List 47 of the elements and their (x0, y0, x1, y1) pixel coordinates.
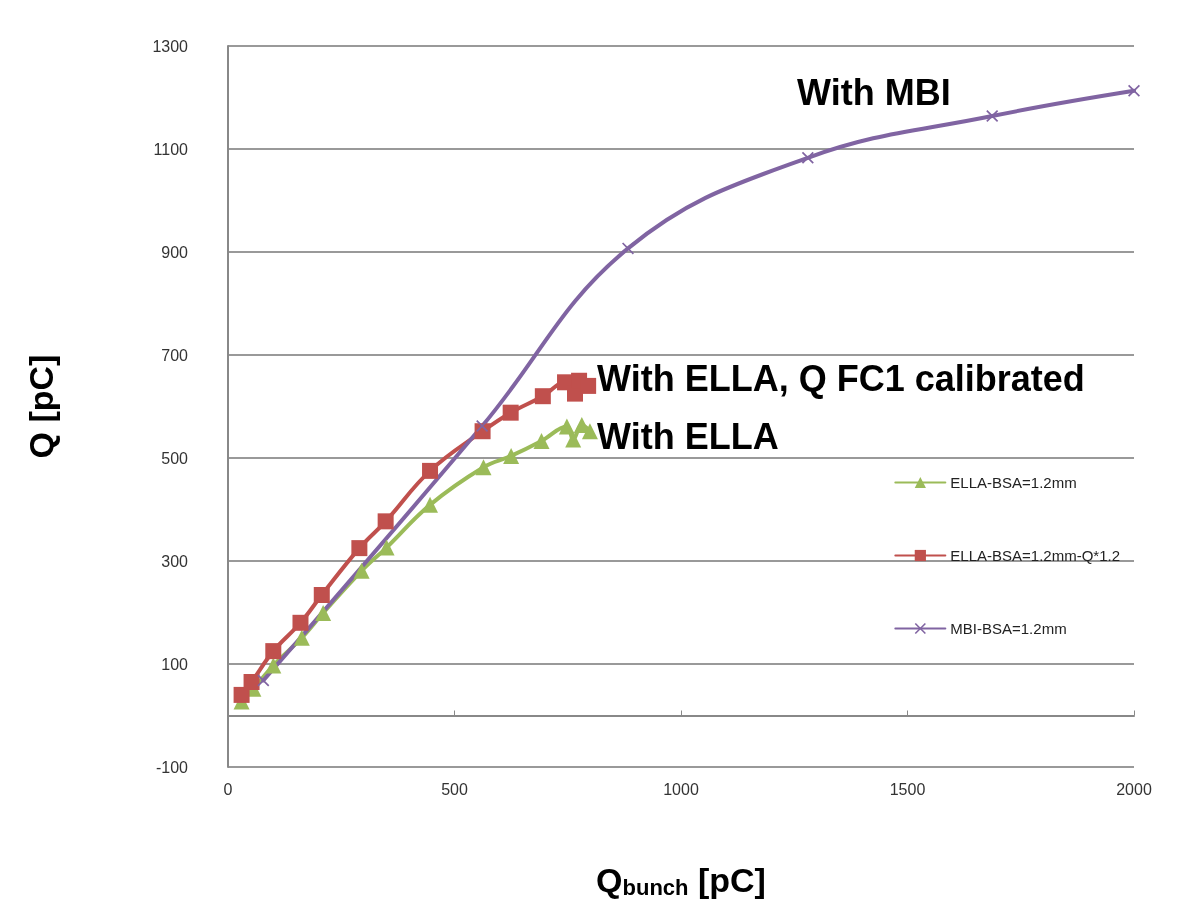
point (565, 431, 582, 448)
annotation: With ELLA (597, 415, 779, 457)
point (313, 586, 330, 603)
point (503, 447, 520, 464)
point (558, 418, 575, 435)
y-tick-label: 500 (161, 449, 189, 467)
legend-label: ELLA-BSA=1.2mm (950, 474, 1077, 491)
y-tick-label: 100 (161, 655, 189, 673)
y-tick-label: -100 (155, 758, 189, 776)
legend-label: ELLA-BSA=1.2mm-Q*1.2 (950, 547, 1121, 564)
y-tick-label: 300 (161, 552, 189, 570)
point (378, 539, 395, 556)
point (533, 433, 550, 450)
point (257, 674, 270, 687)
point (265, 643, 282, 660)
x-tick-label: 1500 (889, 780, 926, 798)
point (475, 459, 492, 476)
y-tick-label: 700 (161, 346, 189, 364)
x-axis-title: Qbunch [pC] (596, 861, 766, 900)
legend-label: MBI-BSA=1.2mm (950, 620, 1067, 637)
point (422, 496, 439, 513)
x-tick-label: 0 (223, 780, 233, 798)
point (534, 388, 551, 405)
y-axis-title: Q [pC] (22, 354, 60, 459)
y-tick-label: 1100 (153, 140, 189, 158)
point (293, 629, 310, 646)
point (581, 423, 598, 440)
point (986, 110, 999, 123)
point (476, 420, 489, 433)
x-tick-label: 500 (441, 780, 468, 798)
point (377, 513, 394, 530)
point (353, 562, 370, 579)
annotation: With ELLA, Q FC1 calibrated (597, 357, 1085, 399)
point (422, 462, 439, 479)
point (502, 404, 519, 421)
point (243, 674, 260, 691)
point (233, 686, 250, 703)
point (292, 614, 309, 631)
x-tick-label: 1000 (663, 780, 699, 798)
point (315, 605, 332, 622)
point (265, 657, 282, 674)
y-tick-label: 900 (161, 243, 189, 261)
point (351, 540, 368, 557)
y-tick-label: 1300 (152, 37, 189, 55)
x-tick-label: 2000 (1116, 780, 1152, 798)
annotation: With MBI (797, 71, 951, 113)
point (801, 151, 814, 164)
